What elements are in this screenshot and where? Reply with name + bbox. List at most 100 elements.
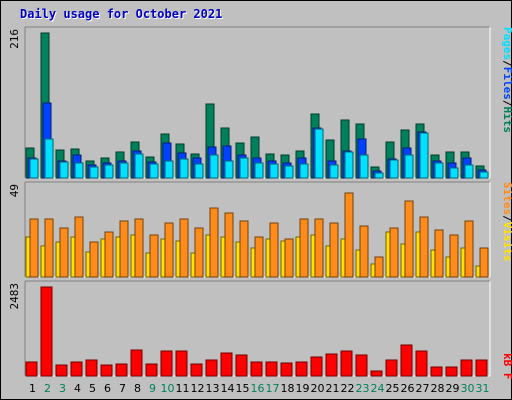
legend-label-part: Files — [501, 67, 512, 100]
bar-sites — [164, 222, 174, 278]
y-axis-legend: kB F — [501, 353, 512, 380]
bar-pages — [479, 171, 489, 179]
x-tick-label: 8 — [134, 382, 141, 395]
legend-label-part: Hits — [501, 107, 512, 134]
bar-sites — [89, 241, 99, 278]
bar-pages — [434, 162, 444, 179]
bar-kb-f — [280, 362, 293, 377]
bar-sites — [374, 256, 384, 278]
bar-kb-f — [400, 344, 413, 377]
bar-kb-f — [100, 364, 113, 377]
bar-pages — [284, 165, 294, 179]
y-axis-legend: Pages/Files/Hits — [501, 27, 512, 133]
bar-kb-f — [130, 349, 143, 377]
bar-sites — [224, 212, 234, 278]
bar-pages — [179, 158, 189, 179]
y-axis-legend: Sites/Visits — [501, 182, 512, 262]
bar-pages — [344, 151, 354, 179]
bar-kb-f — [145, 363, 158, 377]
bar-kb-f — [415, 350, 428, 377]
bar-sites — [284, 238, 294, 278]
bar-pages — [44, 138, 54, 179]
y-max-label: 49 — [8, 184, 21, 197]
bar-sites — [149, 234, 159, 278]
bar-pages — [29, 158, 39, 179]
bar-kb-f — [235, 354, 248, 377]
x-tick-label: 28 — [431, 382, 445, 395]
bar-pages — [419, 132, 429, 179]
x-tick-label: 10 — [161, 382, 175, 395]
bar-sites — [434, 229, 444, 278]
bar-sites — [254, 236, 264, 278]
bar-sites — [419, 216, 429, 278]
bar-kb-f — [340, 350, 353, 377]
bar-pages — [329, 164, 339, 179]
bar-kb-f — [370, 370, 383, 377]
legend-label-part: Pages — [501, 27, 512, 60]
bar-kb-f — [25, 361, 38, 377]
bar-sites — [44, 218, 54, 278]
bar-kb-f — [460, 359, 473, 377]
bar-kb-f — [70, 361, 83, 377]
bar-pages — [134, 153, 144, 179]
bar-pages — [404, 154, 414, 179]
bar-kb-f — [325, 353, 338, 377]
bar-kb-f — [175, 350, 188, 377]
bar-kb-f — [205, 359, 218, 377]
bar-pages — [464, 164, 474, 179]
x-tick-label: 5 — [89, 382, 96, 395]
bar-kb-f — [115, 363, 128, 377]
x-tick-label: 7 — [119, 382, 126, 395]
bar-pages — [59, 161, 69, 179]
bar-kb-f — [310, 356, 323, 377]
bar-pages — [299, 163, 309, 179]
x-tick-label: 23 — [356, 382, 370, 395]
bar-kb-f — [40, 286, 53, 377]
x-tick-label: 6 — [104, 382, 111, 395]
bar-sites — [344, 192, 354, 278]
bar-sites — [464, 220, 474, 278]
bar-sites — [29, 218, 39, 278]
bar-sites — [314, 218, 324, 278]
chart-title: Daily usage for October 2021 — [20, 7, 223, 21]
x-tick-label: 12 — [191, 382, 205, 395]
bar-sites — [404, 200, 414, 278]
bar-sites — [74, 216, 84, 278]
x-tick-label: 27 — [416, 382, 430, 395]
x-tick-label: 18 — [281, 382, 295, 395]
legend-label-part: / — [501, 100, 512, 107]
bar-sites — [239, 220, 249, 278]
bar-sites — [59, 227, 69, 278]
legend-label-part: Sites — [501, 182, 512, 215]
x-tick-label: 29 — [446, 382, 460, 395]
bar-kb-f — [85, 359, 98, 377]
bar-kb-f — [160, 350, 173, 377]
x-tick-label: 4 — [74, 382, 81, 395]
bar-sites — [209, 207, 219, 278]
x-tick-label: 15 — [236, 382, 250, 395]
bar-sites — [479, 247, 489, 278]
bar-sites — [359, 225, 369, 278]
legend-label-part: / — [501, 60, 512, 67]
x-tick-label: 9 — [149, 382, 156, 395]
bar-pages — [104, 164, 114, 179]
bar-pages — [149, 163, 159, 179]
bar-kb-f — [295, 361, 308, 377]
bar-sites — [449, 234, 459, 278]
bar-sites — [134, 218, 144, 278]
x-tick-label: 13 — [206, 382, 220, 395]
bar-sites — [179, 218, 189, 278]
legend-label-part: Visits — [501, 222, 512, 262]
bar-kb-f — [445, 366, 458, 377]
x-tick-label: 3 — [59, 382, 66, 395]
x-tick-label: 20 — [311, 382, 325, 395]
bar-pages — [224, 160, 234, 179]
x-tick-label: 26 — [401, 382, 415, 395]
bar-pages — [194, 163, 204, 179]
x-tick-label: 17 — [266, 382, 280, 395]
bar-sites — [269, 222, 279, 278]
bar-kb-f — [430, 366, 443, 377]
bar-sites — [119, 220, 129, 278]
bar-kb-f — [190, 363, 203, 377]
